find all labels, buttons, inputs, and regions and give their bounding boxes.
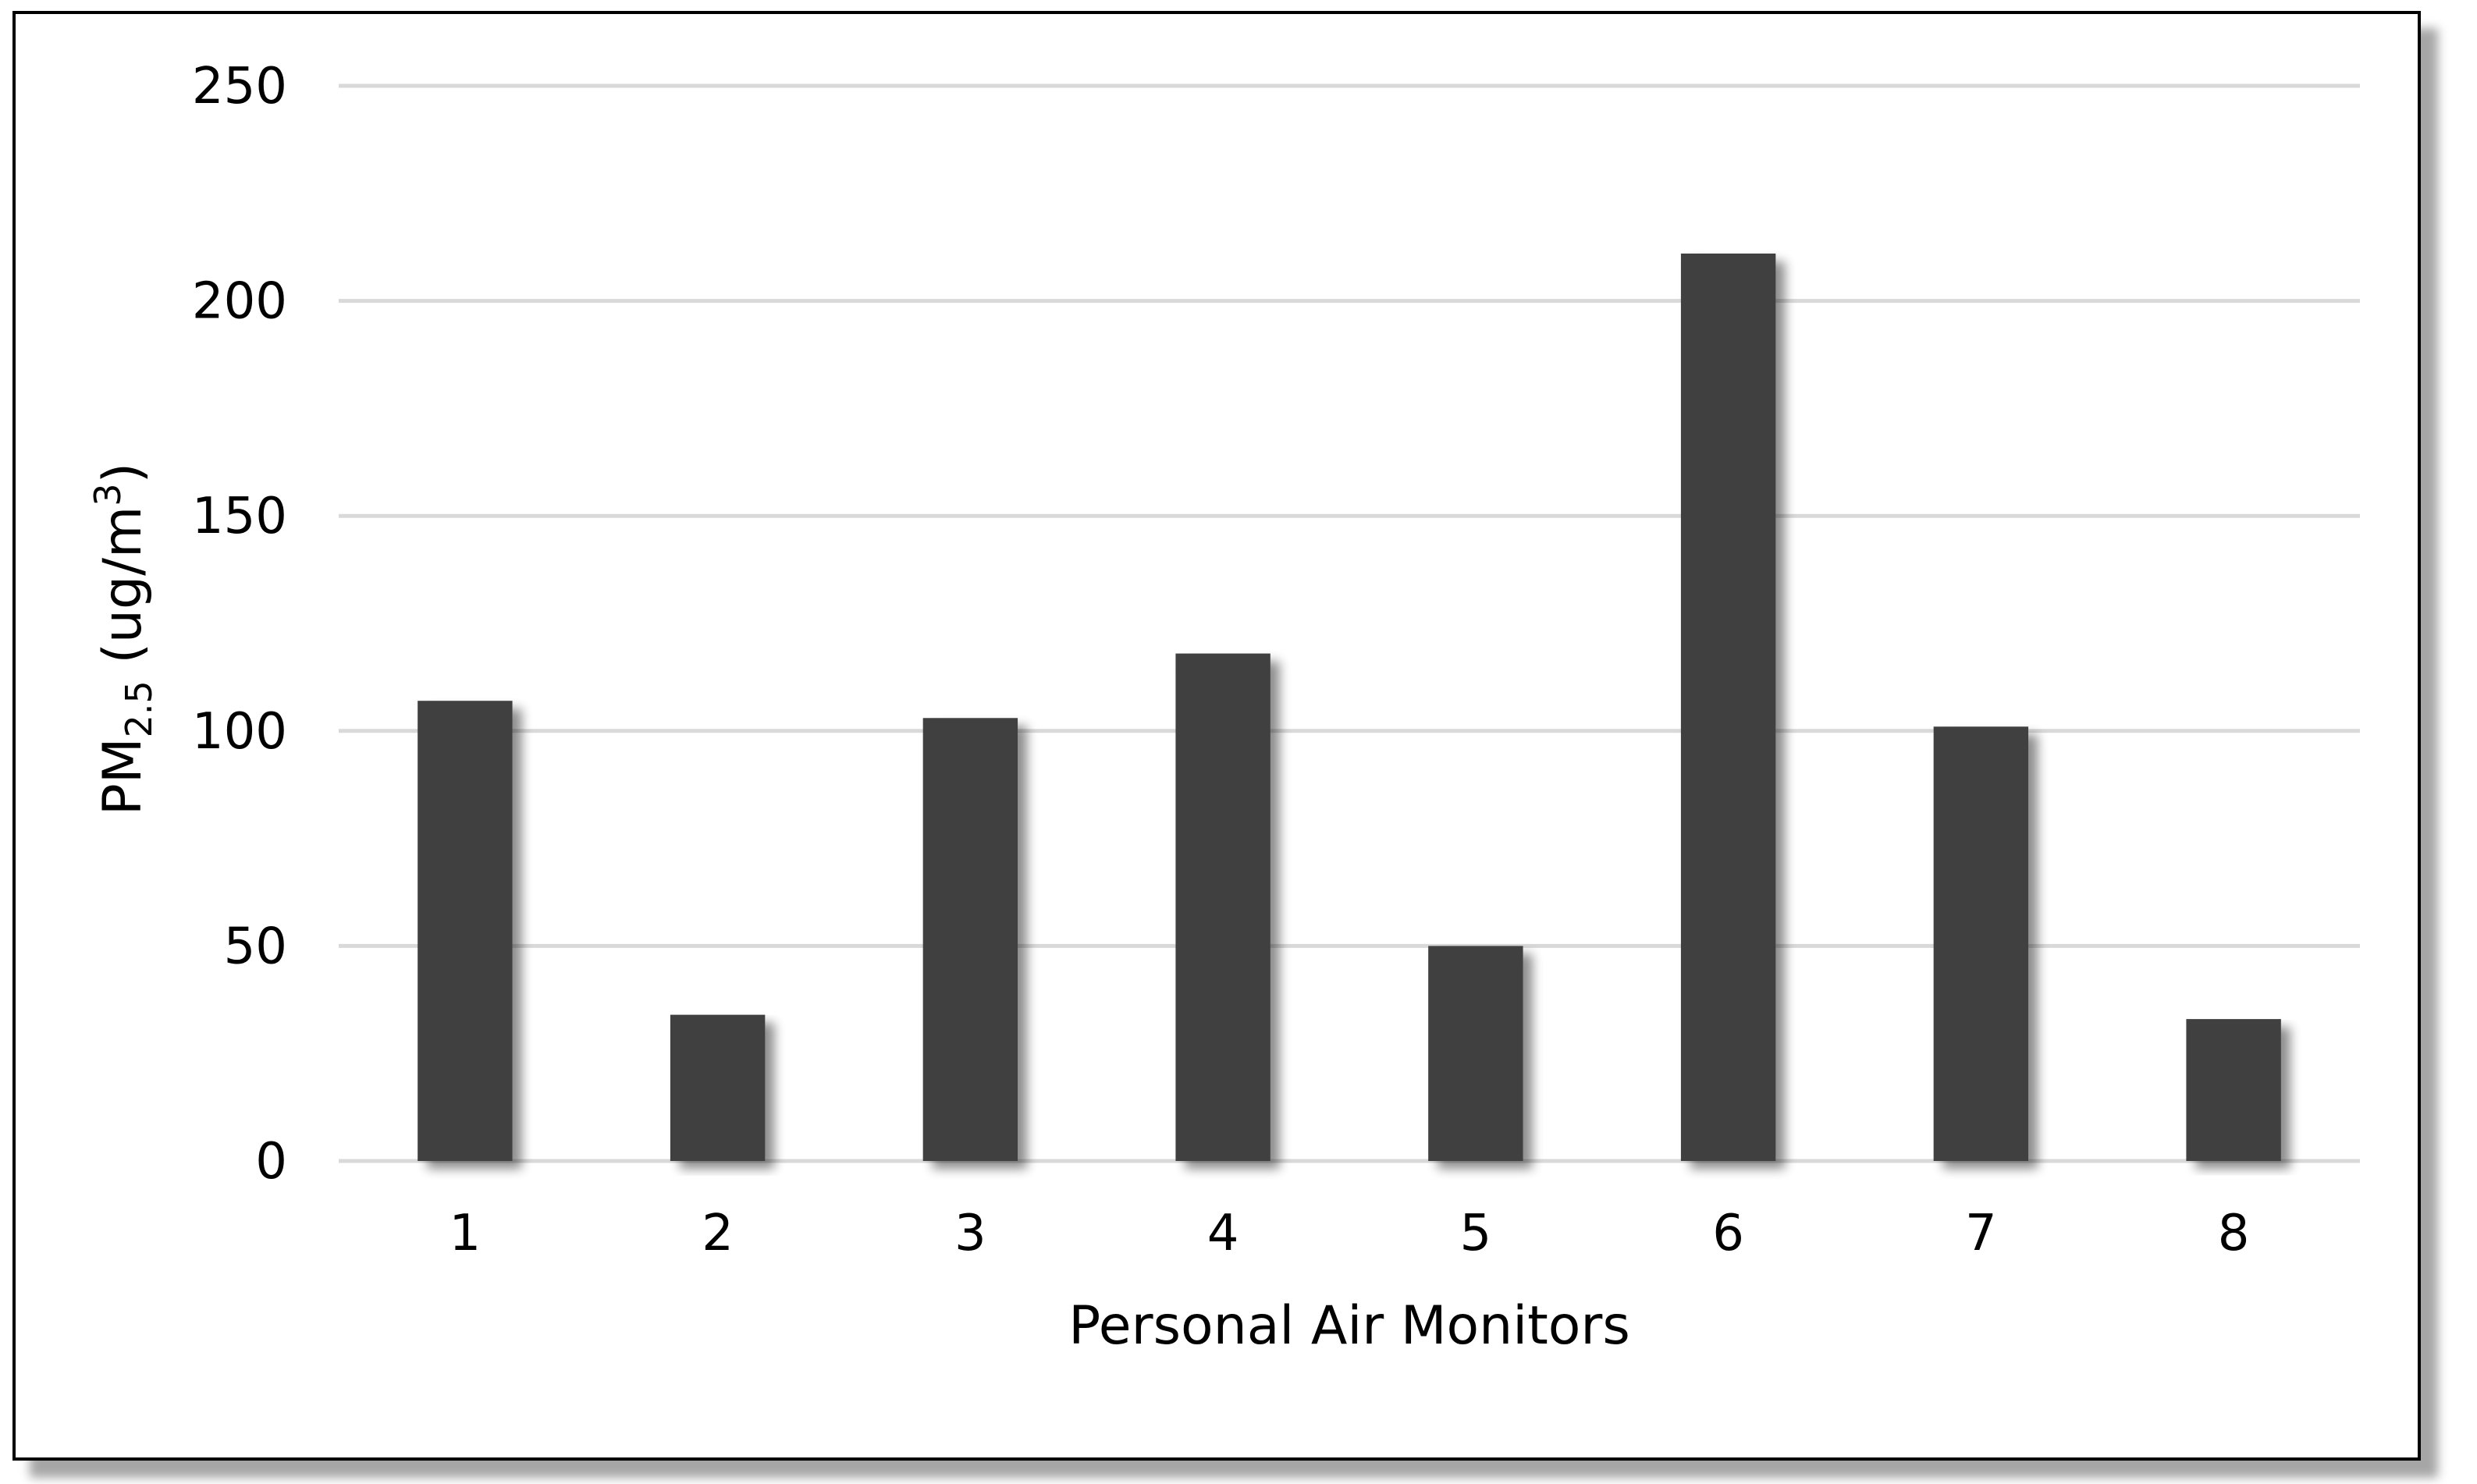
x-tick-label: 6 xyxy=(1712,1205,1744,1262)
y-axis-title-unit-open: (ug/m xyxy=(92,506,154,681)
bar xyxy=(670,1014,766,1161)
x-axis-ticks: 1 2 3 4 5 6 7 8 xyxy=(450,1205,2250,1262)
bars xyxy=(418,253,2281,1161)
bar xyxy=(922,718,1018,1161)
y-axis-title-unit-close: ) xyxy=(92,463,154,484)
y-axis-title-main: PM xyxy=(92,737,154,815)
y-tick-label: 0 xyxy=(255,1133,287,1191)
bar-chart: 0 50 100 150 200 250 1 2 3 4 5 6 7 8 Personal Air Mo… xyxy=(87,58,2360,1357)
y-tick-label: 100 xyxy=(192,703,287,761)
x-axis-title: Personal Air Monitors xyxy=(1068,1295,1630,1357)
bar xyxy=(1680,253,1776,1161)
y-tick-label: 150 xyxy=(192,488,287,545)
x-tick-label: 7 xyxy=(1965,1205,1997,1262)
x-tick-label: 1 xyxy=(450,1205,482,1262)
y-axis-title-subscript: 2.5 xyxy=(118,680,160,737)
x-tick-label: 3 xyxy=(954,1205,986,1262)
y-tick-label: 200 xyxy=(192,273,287,331)
chart-frame: 0 50 100 150 200 250 1 2 3 4 5 6 7 8 Personal Air Mo… xyxy=(12,11,2421,1461)
y-axis-ticks: 0 50 100 150 200 250 xyxy=(192,58,287,1191)
y-tick-label: 50 xyxy=(224,918,287,975)
bar xyxy=(1933,726,2029,1161)
x-tick-label: 8 xyxy=(2218,1205,2250,1262)
y-axis-title: PM2.5 (ug/m3) xyxy=(87,463,160,815)
x-tick-label: 5 xyxy=(1460,1205,1492,1262)
bar xyxy=(1175,653,1270,1161)
bar xyxy=(2186,1019,2281,1161)
bar xyxy=(418,701,513,1161)
y-axis-title-unit-superscript: 3 xyxy=(87,483,129,506)
gridlines xyxy=(339,83,2360,1163)
x-tick-label: 2 xyxy=(702,1205,734,1262)
x-tick-label: 4 xyxy=(1207,1205,1239,1262)
y-tick-label: 250 xyxy=(192,58,287,115)
bar xyxy=(1428,946,1523,1161)
